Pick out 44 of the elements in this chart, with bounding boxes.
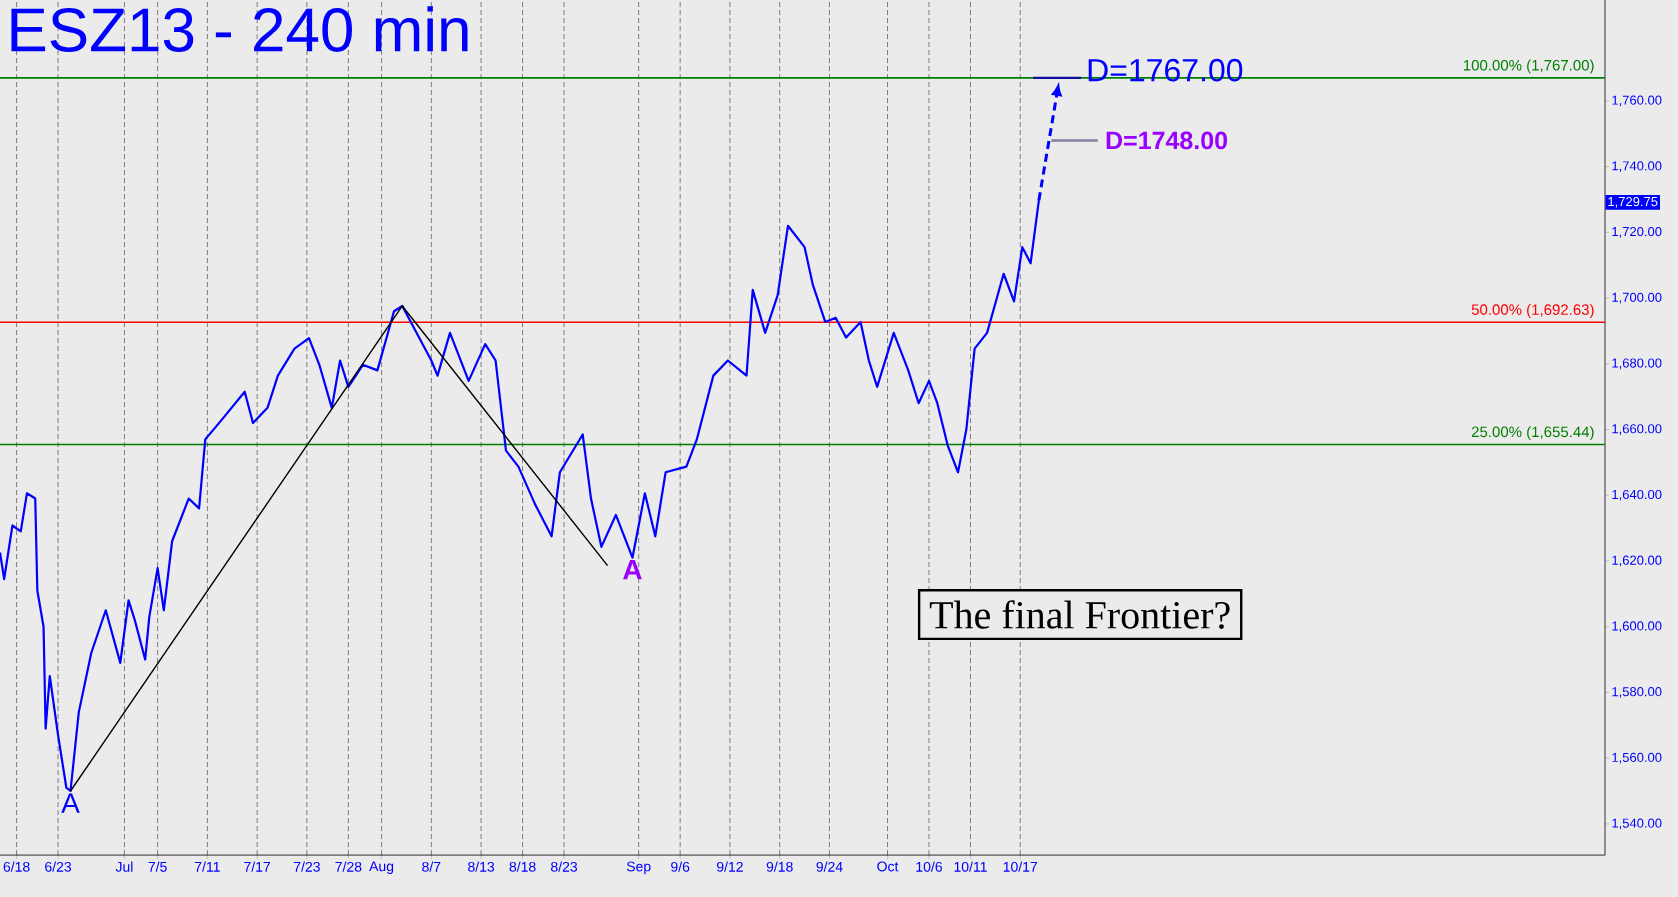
y-tick-label: 1,700.00 (1612, 292, 1662, 304)
y-tick-label: 1,760.00 (1612, 95, 1662, 107)
annotation: D=1767.00 (1088, 58, 1243, 82)
annotation: A (61, 793, 80, 813)
y-tick-label: 1,720.00 (1612, 226, 1662, 238)
x-tick-label: 10/11 (954, 861, 987, 872)
y-tick-label: 1,660.00 (1612, 424, 1662, 435)
x-tick-label: Sep (626, 861, 651, 875)
y-tick-label: 1,540.00 (1612, 818, 1662, 830)
ref-line-label: 50.00% (1,692.63) (1471, 303, 1594, 318)
x-tick-label: 7/28 (335, 861, 362, 872)
x-tick-label: 7/11 (194, 861, 220, 872)
y-tick-label: 1,580.00 (1612, 687, 1662, 698)
x-tick-label: 9/18 (766, 861, 793, 872)
x-tick-label: 8/7 (422, 861, 441, 872)
chart-title: ESZ13 - 240 min (11, 6, 468, 52)
x-tick-label: 9/12 (716, 861, 743, 872)
y-tick-label: 1,640.00 (1612, 489, 1662, 501)
text: 1,729.75 (1608, 196, 1658, 208)
x-tick-label: 9/24 (816, 861, 843, 872)
annotation: D=1748.00 (1106, 131, 1228, 150)
x-tick-label: 7/17 (244, 861, 271, 872)
y-tick-label: 1,600.00 (1612, 621, 1662, 633)
y-tick-label: 1,740.00 (1612, 161, 1662, 172)
x-tick-label: 10/6 (916, 861, 942, 872)
x-tick-label: 6/18 (3, 861, 30, 872)
x-tick-label: 8/13 (468, 861, 495, 872)
x-tick-label: 7/5 (148, 861, 167, 872)
annotation: A (623, 560, 642, 580)
y-tick-label: 1,680.00 (1612, 358, 1662, 370)
x-tick-label: 10/17 (1003, 861, 1038, 872)
x-tick-label: 6/23 (45, 861, 72, 872)
ref-line-label: 25.00% (1,655.44) (1471, 426, 1594, 441)
x-tick-label: Aug (369, 861, 394, 875)
annotation: The final Frontier? (929, 600, 1230, 629)
x-tick-label: Oct (877, 861, 899, 872)
x-tick-label: 8/18 (509, 861, 536, 872)
x-tick-label: 9/6 (671, 861, 690, 872)
y-tick-label: 1,560.00 (1612, 752, 1662, 764)
ref-line-label: 100.00% (1,767.00) (1463, 59, 1594, 74)
x-tick-label: 8/23 (551, 861, 578, 872)
y-tick-label: 1,620.00 (1612, 555, 1662, 567)
x-tick-label: Jul (115, 861, 133, 872)
x-tick-label: 7/23 (294, 861, 320, 872)
